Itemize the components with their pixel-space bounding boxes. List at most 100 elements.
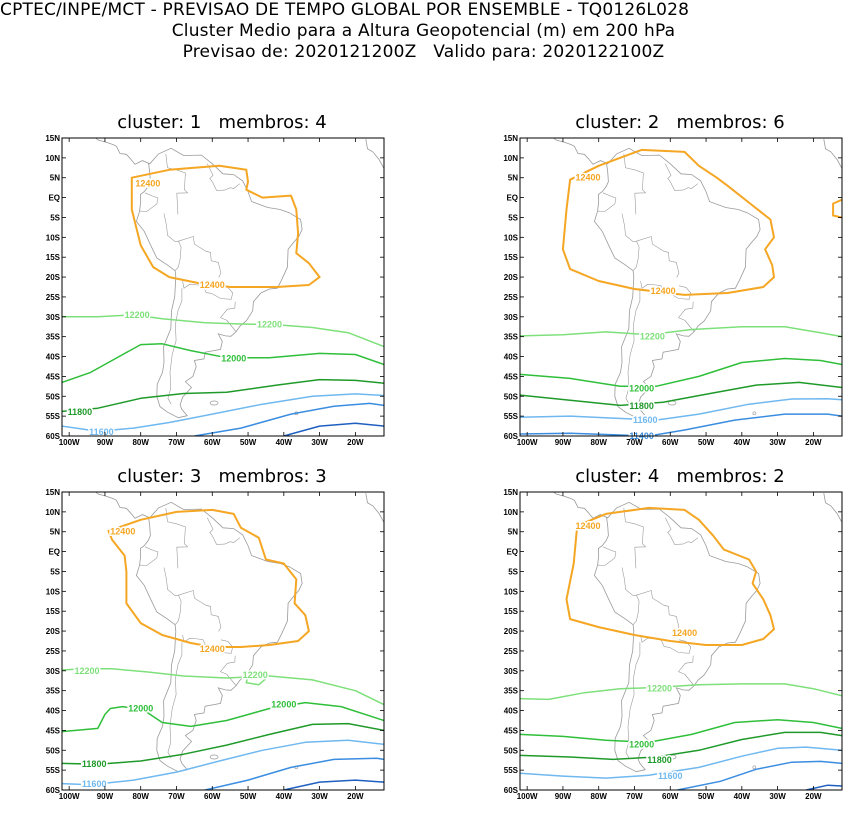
lat-tick-label: 15S [46,607,61,616]
contour-label: 11600 [82,779,107,789]
contour-label: 12400 [135,179,160,189]
lon-tick-label: 90W [97,438,114,447]
country-border [625,642,641,759]
lat-tick-label: 35S [504,687,519,696]
lon-tick-label: 40W [276,438,293,447]
lat-tick-label: 50S [504,392,519,401]
contour-label: 12400 [575,173,600,183]
yucatan-coastline [128,138,130,139]
lon-tick-label: 60W [662,792,679,801]
contour-12400 [561,148,775,296]
contour-label: 11800 [629,401,654,411]
lat-tick-label: 30S [46,313,61,322]
lon-tick-label: 70W [626,792,643,801]
contour-12400 [107,508,310,648]
country-border [635,236,680,278]
contour-label: 11800 [82,759,107,769]
lat-tick-label: 40S [504,353,519,362]
contour-12000 [520,718,842,744]
lon-tick-label: 100W [59,792,80,801]
country-border [621,213,640,271]
contour-label: 12400 [575,521,600,531]
south-america-coastline [593,147,761,419]
country-border [670,181,698,191]
contour-label: 12000 [128,704,153,714]
lon-tick-label: 40W [276,792,293,801]
lat-tick-label: 15N [503,134,518,143]
country-border [678,301,695,332]
country-border [167,288,183,405]
map-panel-cluster-4: cluster: 4 membros: 2 12400 12400 12200 120… [480,466,847,816]
lat-tick-label: EQ [506,194,518,203]
country-border [665,517,672,536]
lon-tick-label: 20W [347,438,364,447]
lat-tick-label: 45S [504,726,519,735]
lat-tick-label: 25S [46,293,61,302]
lat-tick-label: 5S [508,213,518,222]
lon-tick-label: 60W [662,438,679,447]
country-border [163,567,182,625]
country-border [665,163,672,182]
contour-11400 [520,413,842,436]
africa-coastline [823,139,842,206]
contour-label: 12200 [243,670,268,680]
contour-11400 [204,757,384,790]
contour-label: 11600 [633,415,658,425]
lat-tick-label: 35S [46,333,61,342]
lat-tick-label: 5N [50,174,60,183]
lon-tick-label: 70W [168,792,185,801]
yucatan-coastline [128,492,130,493]
lon-tick-label: 90W [97,792,114,801]
contour-label: 12200 [75,666,100,676]
lon-tick-label: 20W [805,438,822,447]
contour-11800 [62,378,384,413]
lon-tick-label: 40W [734,792,751,801]
contour-map: 1240012400122001200011800116001140015N10… [503,134,843,447]
lat-tick-label: 55S [46,766,61,775]
contour-11200 [283,779,384,790]
contour-11800 [62,722,384,765]
south-georgia-island [752,765,757,770]
lat-tick-label: 5N [508,528,518,537]
caribbean-islands [124,106,191,127]
lon-tick-label: 100W [59,438,80,447]
lat-tick-label: 20S [504,627,519,636]
contour-12000 [520,357,842,388]
contour-12200 [245,672,267,686]
lon-tick-label: 20W [347,792,364,801]
contour-label: 11800 [68,407,93,417]
africa-coastline [365,139,384,206]
contour-11200 [806,784,842,790]
map-panel-cluster-2: cluster: 2 membros: 6 12400 12400 12200 120… [480,112,847,462]
country-border [163,213,182,271]
country-border [139,546,159,566]
lon-tick-label: 20W [805,792,822,801]
lat-tick-label: 60S [46,432,61,441]
lat-tick-label: 60S [504,786,519,795]
country-border [207,517,214,536]
lat-tick-label: 5S [50,567,60,576]
lat-tick-label: EQ [48,194,60,203]
lat-tick-label: 30S [504,667,519,676]
lon-tick-label: 90W [555,792,572,801]
falkland-islands [209,754,219,760]
country-border [167,642,183,759]
lon-tick-label: 60W [204,438,221,447]
lat-tick-label: 55S [504,766,519,775]
lat-tick-label: 25S [46,647,61,656]
contour-label: 12200 [647,684,672,694]
panel-title: cluster: 1 membros: 4 [117,112,327,133]
yucatan-coastline [586,138,588,139]
contour-11600 [520,397,842,421]
caribbean-islands [582,106,649,127]
contour-label: 12400 [110,527,135,537]
figure-header: CPTEC/INPE/MCT - PREVISAO DE TEMPO GLOBA… [0,0,847,63]
lon-tick-label: 80W [590,792,607,801]
lon-tick-label: 50W [698,438,715,447]
country-border [177,590,222,632]
country-border [597,546,617,566]
south-georgia-island [752,411,757,416]
lon-tick-label: 40W [734,438,751,447]
contour-12000 [62,343,384,384]
contour-label: 11600 [658,771,683,781]
